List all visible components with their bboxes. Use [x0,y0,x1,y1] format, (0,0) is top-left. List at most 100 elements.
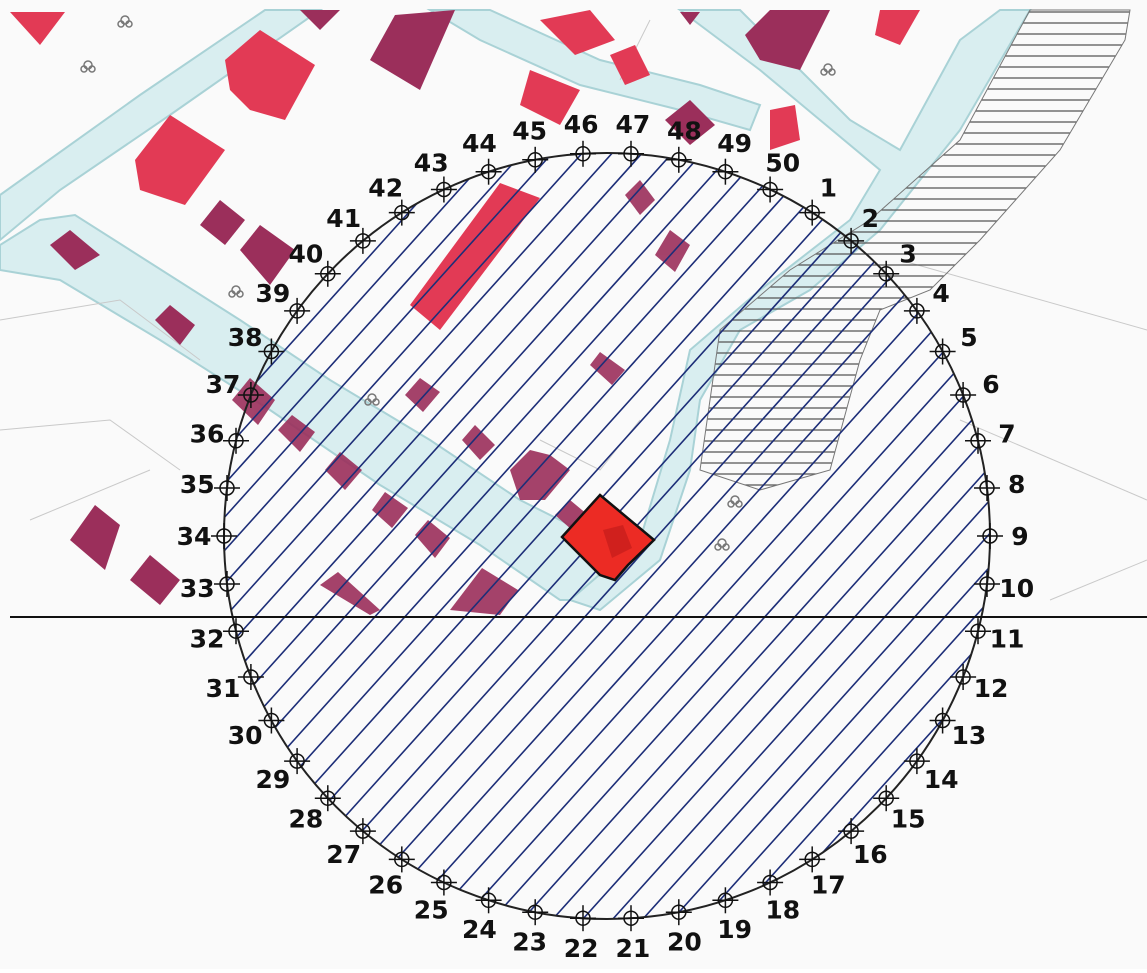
ring-point-28: 28 [289,785,341,834]
hatch-line [224,153,691,919]
ring-point-36: 36 [190,419,249,454]
ring-point-43: 43 [414,148,457,203]
ring-point-label: 8 [1008,470,1025,499]
buildings-highlighted [10,10,920,205]
ring-point-label: 34 [177,522,212,551]
ring-point-label: 43 [414,148,449,177]
hatch-line [689,153,990,919]
ring-point-47: 47 [616,110,651,167]
buildings-dark [50,10,830,605]
building [745,10,830,70]
ring-point-label: 11 [990,625,1025,654]
ring-point-label: 41 [326,204,361,233]
building [135,115,225,205]
ring-point-24: 24 [462,887,502,944]
hatch-line [569,153,990,919]
ring-point-13: 13 [929,707,986,750]
ring-point-25: 25 [414,869,457,925]
ring-point-label: 45 [512,116,547,145]
buildings-inside-zone [232,180,690,615]
ring-point-label: 5 [960,323,977,352]
building [770,105,800,150]
ring-point-label: 39 [256,279,291,308]
hatch-line [659,153,990,919]
tree-icon [727,495,743,508]
hatch-line [599,153,990,919]
ring-point-37: 37 [206,370,264,408]
hatch-line [224,153,841,919]
tree-icon [714,538,730,551]
ring-point-22: 22 [564,905,599,963]
tree-icon [820,63,836,76]
ring-point-44: 44 [462,129,502,185]
ring-point-4: 4 [903,279,950,324]
ring-point-20: 20 [665,899,702,957]
ring-point-5: 5 [929,323,978,365]
building-highlighted-inside [410,183,540,330]
hatch-line [269,153,990,919]
ring-point-18: 18 [757,869,800,925]
ring-point-11: 11 [965,618,1024,654]
ring-point-label: 28 [289,805,324,834]
ring-point-16: 16 [838,818,888,869]
ring-point-9: 9 [977,522,1029,551]
building [320,572,380,615]
hatch-line [449,153,990,919]
ring-point-label: 6 [982,370,999,399]
ring-point-label: 4 [932,279,949,308]
building [225,30,315,120]
ring-point-21: 21 [616,905,650,963]
building [278,415,315,452]
ring-point-label: 29 [256,765,291,794]
building [590,352,625,385]
ring-point-label: 16 [853,840,888,869]
building [130,555,180,605]
ring-point-label: 26 [368,871,403,900]
ring-point-27: 27 [326,818,376,869]
hatch-line [224,153,751,919]
hatch-line [224,153,721,919]
building [875,10,920,45]
ring-point-label: 15 [891,805,926,834]
hatch-line [329,153,990,919]
ring-point-31: 31 [206,664,264,703]
ring-point-label: 38 [228,323,263,352]
ring-point-label: 44 [462,129,497,158]
ring-point-19: 19 [712,887,752,944]
ring-points: 1234567891011121314151617181920212223242… [177,110,1034,963]
ring-point-label: 3 [899,239,916,268]
ring-point-15: 15 [873,785,925,834]
ring-point-33: 33 [180,571,240,603]
building [240,225,295,285]
building [450,568,518,615]
ring-point-48: 48 [665,116,702,173]
ring-point-29: 29 [256,748,311,794]
ring-point-label: 17 [811,871,846,900]
building [370,10,455,90]
road-north [426,9,762,132]
hatch-line [224,153,811,919]
ring-point-1: 1 [799,173,837,226]
ring-point-38: 38 [228,323,285,365]
ring-point-label: 22 [564,934,599,963]
ring-point-34: 34 [177,522,237,551]
tree-icon [80,60,96,73]
ring-point-46: 46 [564,110,598,167]
ring-point-49: 49 [712,129,752,185]
ring-point-7: 7 [965,419,1016,454]
ring-point-label: 42 [368,173,403,202]
ring-point-label: 36 [190,419,225,448]
ring-point-26: 26 [368,846,415,900]
ring-point-label: 31 [206,674,241,703]
ring-point-12: 12 [950,664,1008,703]
building [540,10,615,55]
ring-point-label: 49 [717,129,752,158]
ring-point-label: 20 [667,928,702,957]
ring-point-label: 47 [616,110,651,139]
roads [0,9,1032,612]
ring-point-6: 6 [950,370,1000,408]
ring-point-23: 23 [512,899,549,957]
ring-point-label: 32 [190,625,225,654]
ring-point-label: 24 [462,915,497,944]
